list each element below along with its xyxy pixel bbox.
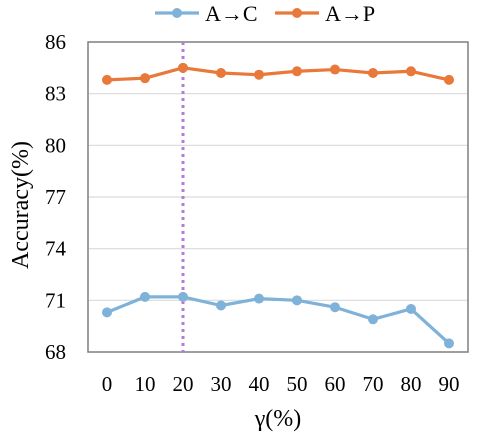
series-1-point-30 [216, 300, 226, 311]
series-2-point-10 [140, 73, 150, 84]
x-tick-label-10: 10 [135, 372, 156, 396]
series-1-point-80 [406, 303, 416, 314]
series-1-point-70 [368, 314, 378, 325]
gridlines [88, 93, 468, 301]
y-tick-label-71: 71 [45, 288, 66, 312]
series-1-point-0 [102, 307, 112, 318]
y-axis-ticks: 68 71 74 77 80 83 86 [45, 30, 67, 364]
series-1-point-50 [292, 295, 302, 306]
series-2-point-60 [330, 64, 340, 75]
series-1-point-10 [140, 291, 150, 302]
x-tick-label-30: 30 [211, 372, 232, 396]
series-2 [102, 62, 454, 85]
y-tick-label-68: 68 [45, 340, 66, 364]
x-tick-label-70: 70 [363, 372, 384, 396]
series-1-point-90 [444, 338, 454, 349]
y-axis-title: Accuracy(%) [8, 141, 34, 269]
y-tick-label-83: 83 [45, 82, 66, 106]
x-tick-label-60: 60 [325, 372, 346, 396]
legend-label-1: A→C [205, 1, 258, 26]
legend-marker-1 [172, 8, 182, 18]
x-axis-ticks: 0 10 20 30 40 50 60 70 80 90 [102, 372, 460, 396]
series-1-point-60 [330, 302, 340, 313]
series-1-point-20 [178, 291, 188, 302]
y-tick-label-86: 86 [45, 30, 66, 54]
legend-marker-2 [292, 8, 302, 18]
x-tick-label-90: 90 [439, 372, 460, 396]
series-2-point-30 [216, 68, 226, 78]
series-1-line [106, 295, 451, 345]
x-tick-label-50: 50 [287, 372, 308, 396]
y-tick-label-80: 80 [45, 133, 66, 157]
x-tick-label-40: 40 [249, 372, 270, 396]
series-2-point-50 [292, 66, 302, 77]
series-2-point-0 [102, 74, 112, 85]
x-tick-label-80: 80 [401, 372, 422, 396]
series-2-point-20 [178, 62, 188, 73]
series-layer [102, 62, 454, 349]
y-tick-label-74: 74 [45, 237, 67, 261]
legend: A→C A→P [155, 1, 375, 26]
legend-label-2: A→P [325, 1, 375, 26]
y-tick-label-77: 77 [45, 185, 66, 209]
series-1-point-40 [254, 293, 264, 304]
series-2-point-40 [254, 69, 264, 80]
x-axis-title: γ(%) [254, 406, 302, 432]
series-1 [102, 291, 454, 349]
series-2-point-80 [406, 66, 416, 77]
series-2-point-90 [444, 74, 454, 85]
plot-frame [87, 41, 469, 353]
series-2-point-70 [368, 68, 378, 78]
x-tick-label-0: 0 [102, 372, 113, 396]
x-tick-label-20: 20 [173, 372, 194, 396]
series-2-line [106, 66, 450, 82]
